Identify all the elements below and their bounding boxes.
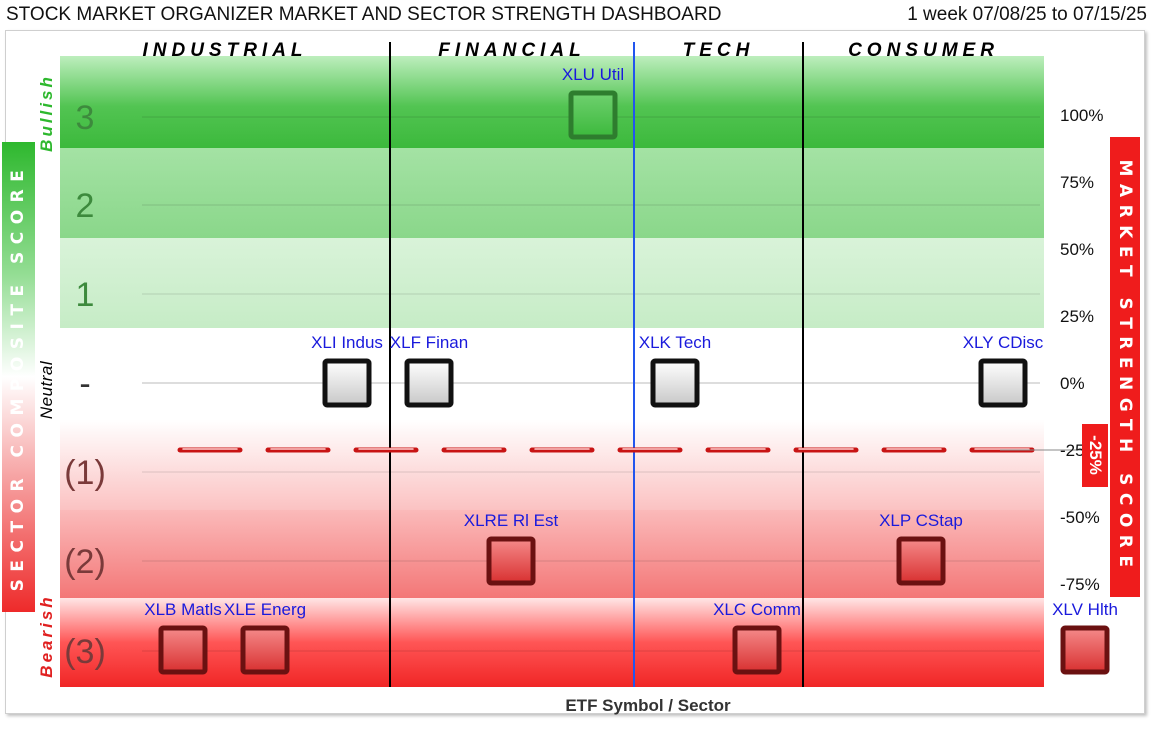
etf-label: XLI Indus (311, 333, 383, 352)
score-band (60, 148, 1044, 238)
score-band (60, 420, 1044, 510)
etf-marker[interactable] (240, 625, 290, 675)
score-band (60, 510, 1044, 598)
etf-marker[interactable] (568, 90, 618, 140)
right-axis-label: MARKET STRENGTH SCORE (1115, 159, 1135, 575)
score-label: (2) (64, 543, 106, 581)
etf-marker[interactable] (486, 536, 536, 586)
percent-tick-label: 25% (1060, 307, 1094, 326)
dashboard-title: STOCK MARKET ORGANIZER MARKET AND SECTOR… (6, 4, 722, 25)
etf-marker[interactable] (158, 625, 208, 675)
etf-label: XLU Util (562, 65, 624, 84)
score-label: 2 (76, 187, 95, 225)
etf-marker[interactable] (732, 625, 782, 675)
sector-header: FINANCIAL (438, 40, 585, 61)
score-label: (3) (64, 633, 106, 671)
market-strength-value: -25% (1086, 435, 1105, 475)
etf-label: XLRE Rl Est (464, 511, 559, 530)
etf-marker[interactable] (322, 358, 372, 408)
left-axis-label: SECTOR COMPOSITE SCORE (8, 162, 28, 592)
etf-label: XLK Tech (639, 333, 711, 352)
bearish-label: Bearish (37, 594, 56, 678)
score-label: - (79, 365, 90, 403)
etf-label: XLB Matls (144, 600, 221, 619)
x-axis-title: ETF Symbol / Sector (565, 696, 731, 715)
date-range: 1 week 07/08/25 to 07/15/25 (907, 4, 1147, 25)
score-band (60, 238, 1044, 328)
score-label: 3 (76, 99, 95, 137)
etf-label: XLY CDisc (963, 333, 1044, 352)
sector-header: INDUSTRIAL (142, 40, 307, 61)
percent-tick-label: 75% (1060, 173, 1094, 192)
bullish-label: Bullish (37, 74, 56, 152)
score-label: 1 (76, 276, 95, 314)
etf-label: XLC Comm (713, 600, 801, 619)
etf-label: XLV Hlth (1052, 600, 1118, 619)
percent-tick-label: -75% (1060, 575, 1100, 594)
percent-tick-label: -50% (1060, 508, 1100, 527)
etf-marker[interactable] (1060, 625, 1110, 675)
score-band (60, 56, 1044, 148)
etf-marker[interactable] (650, 358, 700, 408)
score-band (60, 598, 1044, 687)
market-strength-bar (1110, 137, 1140, 597)
percent-tick-label: 0% (1060, 374, 1085, 393)
etf-marker[interactable] (896, 536, 946, 586)
composite-score-bar (2, 142, 35, 612)
percent-tick-label: 100% (1060, 106, 1103, 125)
etf-label: XLE Energ (224, 600, 306, 619)
sector-header: TECH (683, 40, 755, 61)
etf-label: XLP CStap (879, 511, 963, 530)
market-strength-marker (1082, 424, 1108, 487)
etf-label: XLF Finan (390, 333, 468, 352)
neutral-label: Neutral (37, 360, 56, 420)
etf-marker[interactable] (978, 358, 1028, 408)
etf-marker[interactable] (404, 358, 454, 408)
score-label: (1) (64, 454, 106, 492)
sector-header: CONSUMER (848, 40, 999, 61)
percent-tick-label: 50% (1060, 240, 1094, 259)
